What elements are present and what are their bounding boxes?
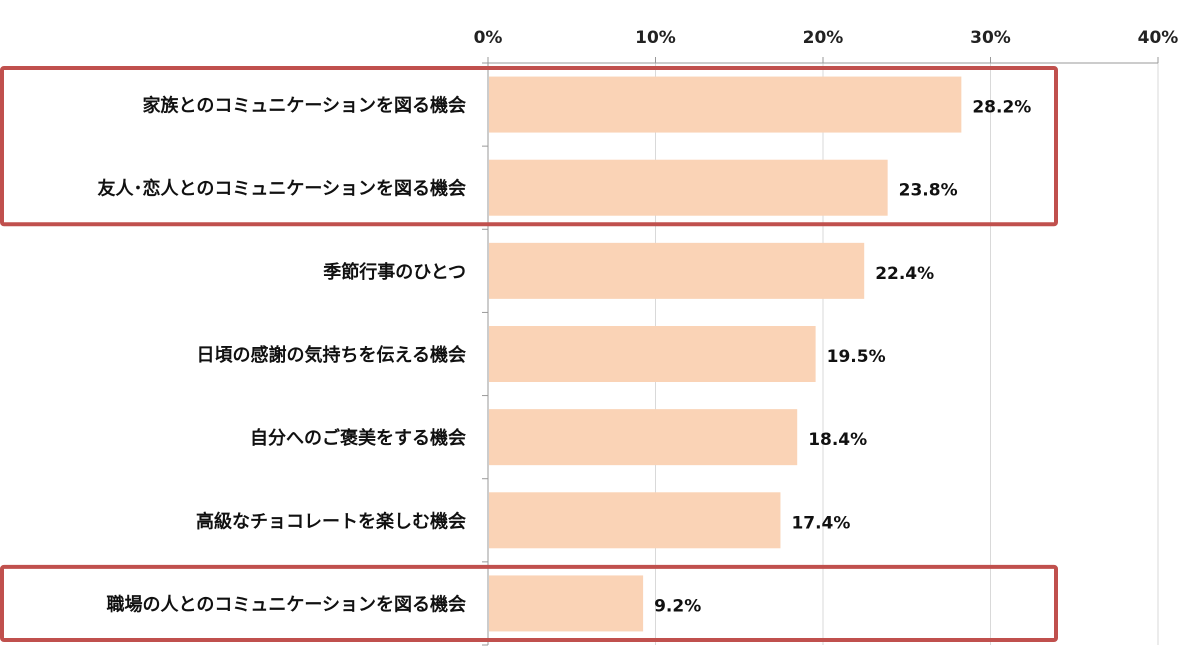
bar: [489, 326, 816, 382]
bars: [489, 76, 962, 632]
data-label: 22.4%: [875, 264, 934, 284]
highlight-box: [0, 564, 1058, 642]
data-label: 19.5%: [827, 347, 886, 367]
bar: [489, 242, 865, 299]
data-label: 17.4%: [791, 513, 850, 533]
x-tick-label: 30%: [970, 28, 1011, 48]
bar: [489, 492, 781, 549]
data-label: 28.2%: [972, 98, 1031, 118]
bar: [489, 575, 644, 632]
highlight-box: [0, 66, 1058, 227]
x-tick-label: 20%: [803, 28, 844, 48]
x-tick-label: 0%: [474, 28, 503, 48]
axes: 0% 10% 20% 30% 40%: [474, 28, 1179, 646]
x-tick-label: 10%: [635, 28, 676, 48]
data-label: 9.2%: [654, 596, 701, 616]
category-label: 高級なチョコレートを楽しむ機会: [196, 510, 466, 532]
labels: 家族とのコミュニケーションを図る機会 28.2% 友人･恋人とのコミュニケーションを…: [98, 95, 1032, 617]
category-label: 自分へのご褒美をする機会: [250, 427, 466, 449]
bar: [489, 409, 798, 466]
category-label: 職場の人とのコミュニケーションを図る機会: [107, 593, 466, 615]
category-label: 友人･恋人とのコミュニケーションを図る機会: [98, 178, 466, 200]
bar: [489, 159, 888, 216]
category-label: 日頃の感謝の気持ちを伝える機会: [197, 344, 466, 366]
data-label: 18.4%: [808, 430, 867, 450]
category-label: 季節行事のひとつ: [323, 261, 466, 283]
highlight-boxes: [0, 66, 1058, 642]
category-label: 家族とのコミュニケーションを図る機会: [143, 95, 466, 117]
bar: [489, 76, 962, 133]
x-tick-label: 40%: [1138, 28, 1179, 48]
data-label: 23.8%: [899, 181, 958, 201]
